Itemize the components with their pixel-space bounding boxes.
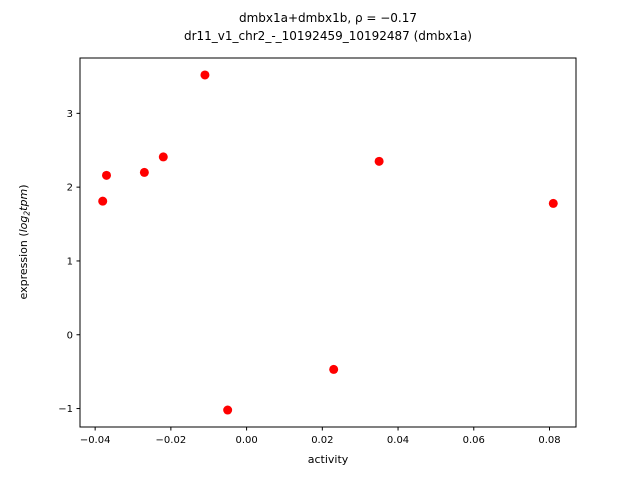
y-axis-label-suffix: )	[17, 185, 30, 189]
y-axis-label-prefix: expression (	[17, 232, 30, 299]
data-point	[329, 364, 339, 374]
x-tick-label: 0.02	[311, 435, 333, 446]
y-axis-label-tpm: tpm	[17, 189, 30, 211]
y-tick-label: 2	[67, 183, 73, 194]
y-tick-label: 0	[67, 330, 73, 341]
x-tick-label: 0.00	[235, 435, 257, 446]
data-point	[98, 196, 108, 206]
data-points	[98, 70, 558, 415]
y-tick-label: 1	[67, 256, 73, 267]
data-point	[548, 198, 558, 208]
plot-area	[79, 57, 577, 428]
y-axis-label-log: log	[17, 216, 30, 233]
x-axis-ticks: −0.04 −0.02 0.00 0.02 0.04 0.06 0.08	[80, 427, 561, 446]
y-axis-label-sub: 2	[23, 211, 32, 216]
y-axis-ticks: −1 0 1 2 3	[58, 109, 80, 415]
data-point	[223, 405, 233, 415]
x-axis-label: activity	[308, 453, 349, 466]
x-tick-label: 0.08	[538, 435, 560, 446]
data-point	[200, 70, 210, 80]
data-point	[158, 152, 168, 162]
chart-title-line1: dmbx1a+dmbx1b, ρ = −0.17	[239, 11, 417, 25]
x-tick-label: 0.06	[463, 435, 485, 446]
y-axis-label: expression (log2tpm)	[17, 185, 32, 300]
data-point	[374, 156, 384, 166]
x-tick-label: −0.04	[80, 435, 111, 446]
x-tick-label: −0.02	[156, 435, 187, 446]
y-tick-label: 3	[67, 109, 73, 120]
data-point	[102, 170, 112, 180]
y-tick-label: −1	[58, 404, 73, 415]
x-tick-label: 0.04	[387, 435, 409, 446]
data-point	[139, 167, 149, 177]
chart-title-line2: dr11_v1_chr2_-_10192459_10192487 (dmbx1a…	[184, 29, 472, 43]
